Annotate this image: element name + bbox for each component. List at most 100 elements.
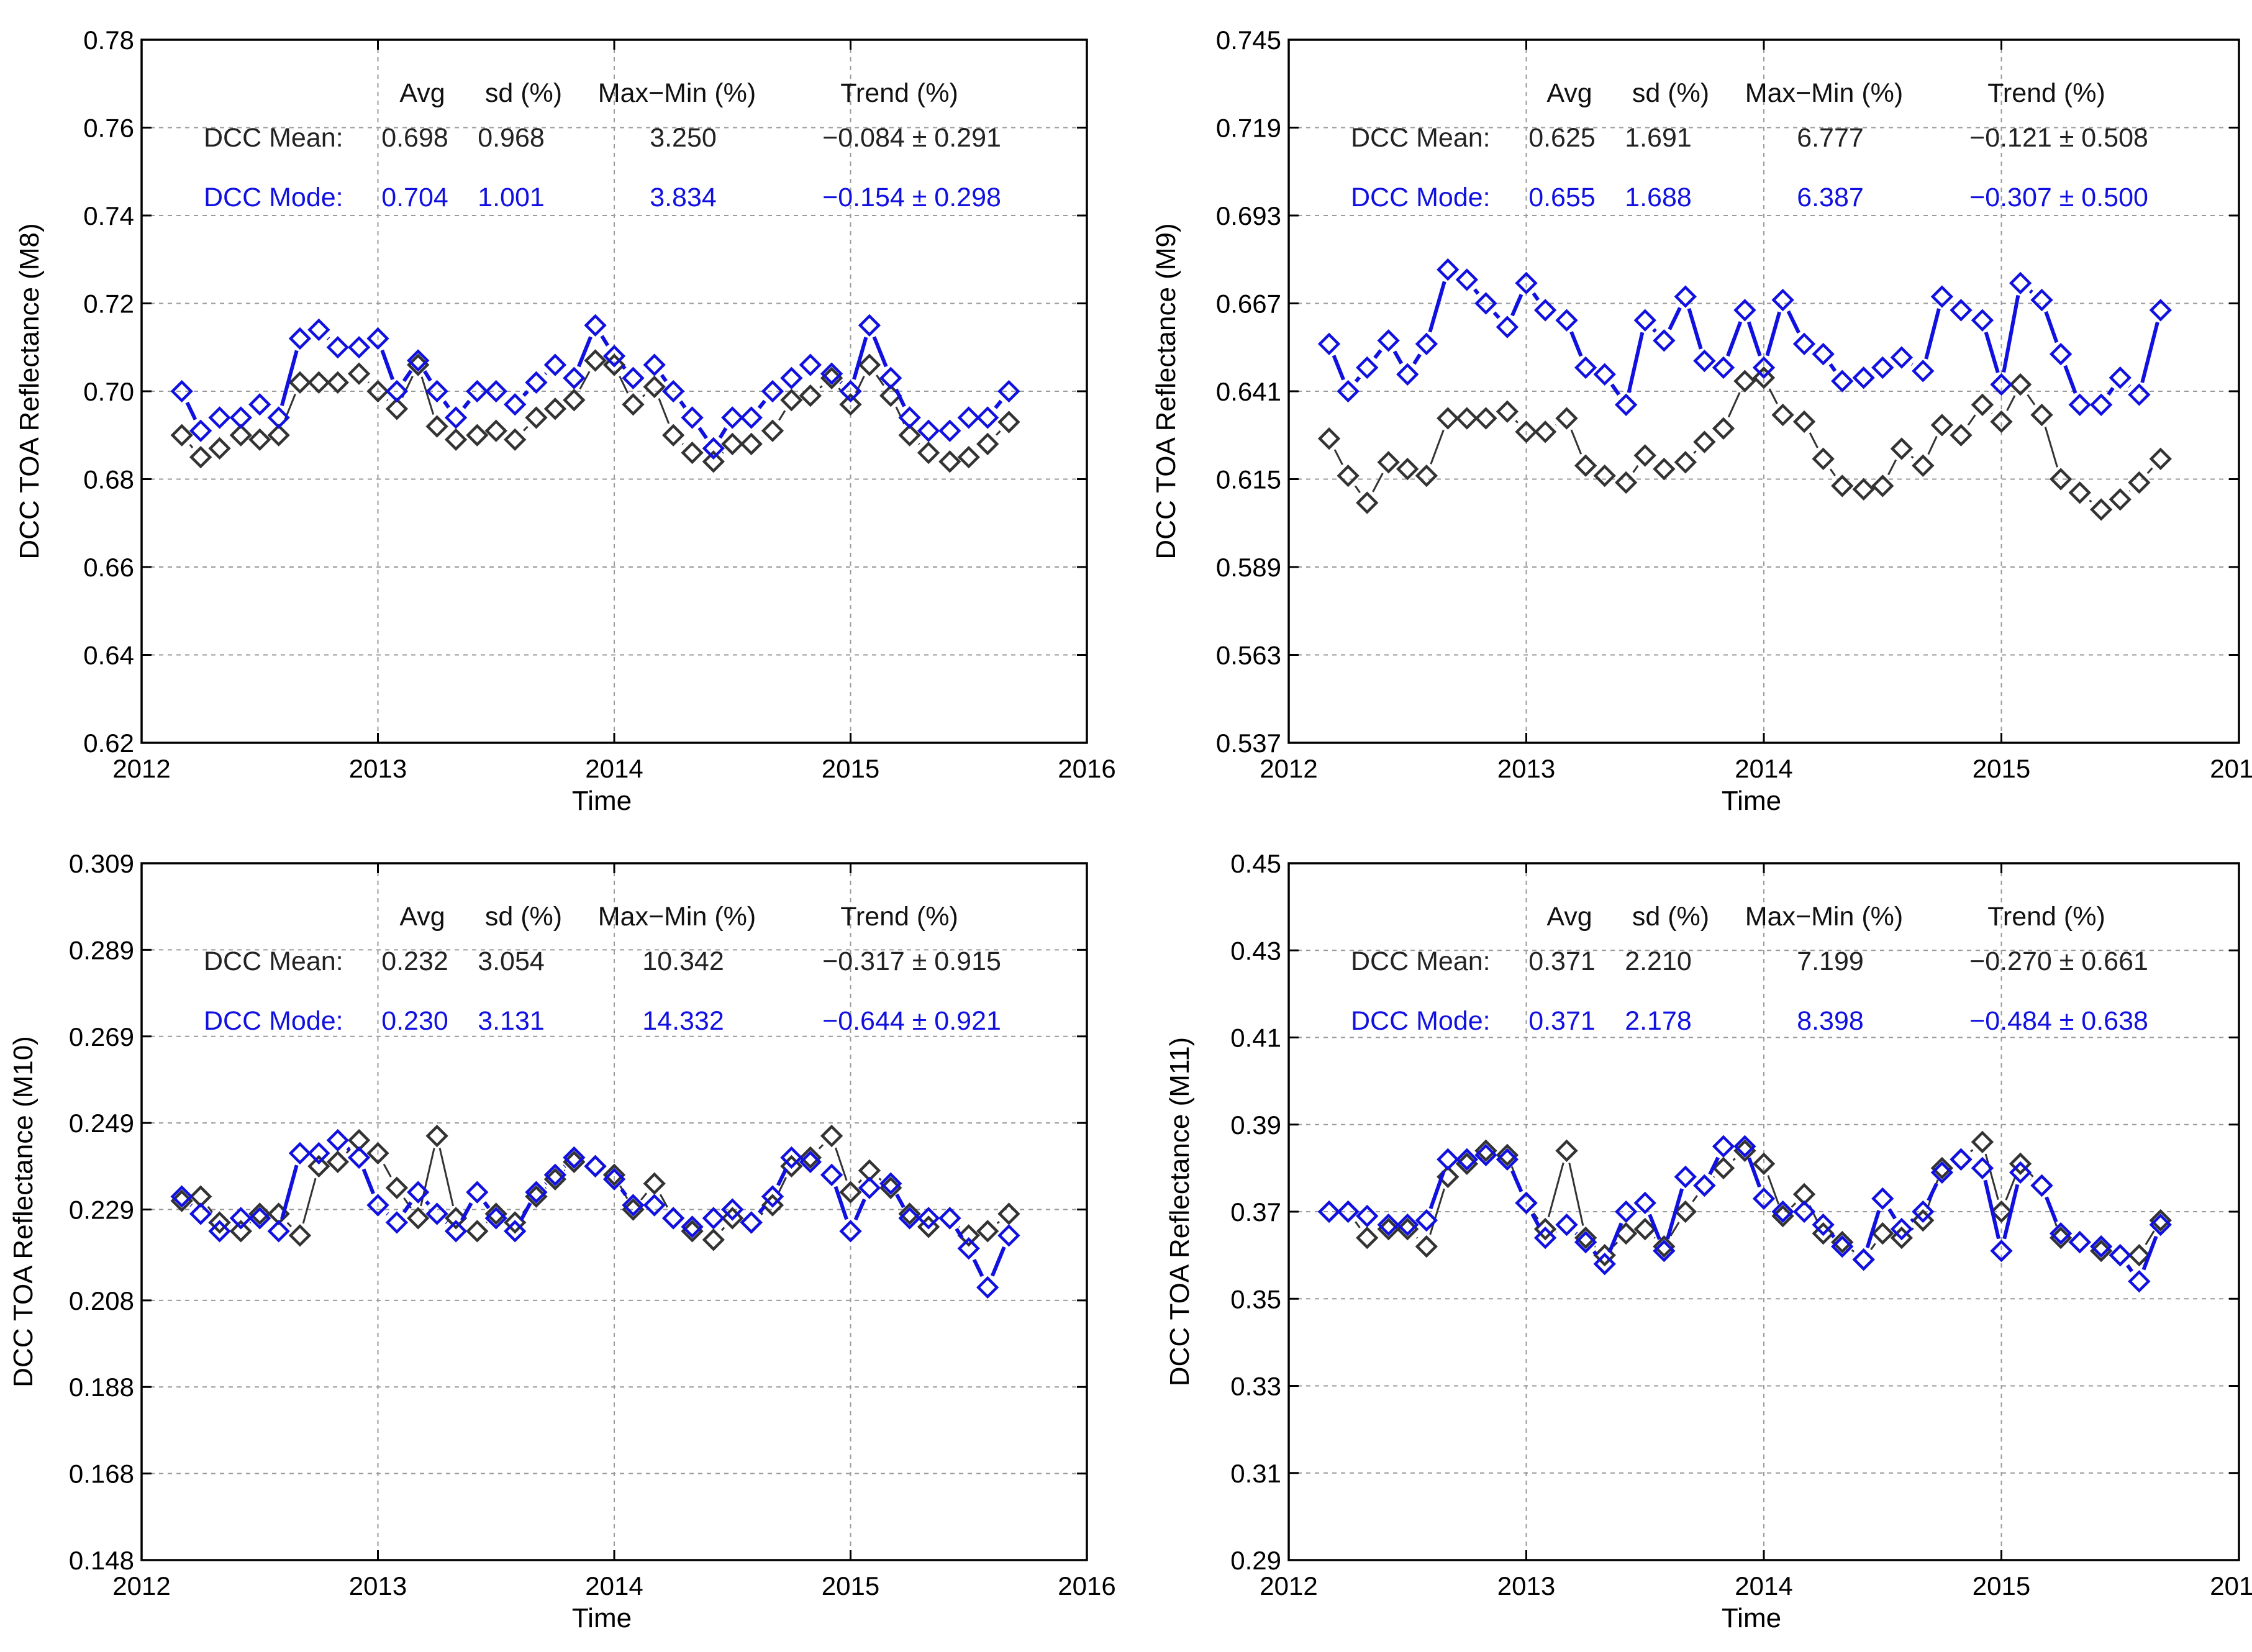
series-line-segment: [895, 1193, 906, 1209]
data-point: [170, 424, 193, 447]
y-tick-label: 0.229: [69, 1196, 134, 1225]
data-point: [761, 1185, 784, 1208]
data-point: [839, 393, 862, 416]
stats-table: Avg sd (%) Max−Min (%) Trend (%) DCC Mean: 0.…: [1351, 78, 2148, 212]
series-line-segment: [249, 1221, 252, 1223]
series-dcc-mean: [1317, 1130, 2172, 1271]
series-line-segment: [1333, 449, 1343, 465]
data-point: [2068, 1230, 2091, 1254]
data-point: [1712, 1135, 1735, 1158]
data-point: [307, 371, 330, 394]
x-tick-label: 2013: [1497, 1571, 1555, 1600]
data-point: [780, 366, 803, 389]
data-point: [1653, 1235, 1676, 1258]
data-point: [307, 1141, 330, 1165]
series-line-segment: [2063, 365, 2077, 394]
series-line-segment: [1652, 328, 1657, 333]
data-point: [347, 362, 371, 385]
x-axis-label: Time: [1722, 786, 1781, 816]
y-tick-label: 0.43: [1230, 936, 1281, 965]
series-line-segment: [1984, 332, 2000, 373]
data-point: [407, 1181, 430, 1204]
data-point: [189, 445, 212, 469]
stats-value: 0.371: [1528, 1006, 1596, 1036]
data-point: [208, 437, 231, 460]
data-point: [229, 424, 252, 447]
data-point: [957, 1237, 980, 1260]
y-tick-label: 0.148: [69, 1546, 134, 1575]
series-line-segment: [420, 376, 435, 415]
data-point: [1771, 403, 1794, 427]
series-line-segment: [1570, 429, 1582, 455]
y-tick-label: 0.78: [83, 25, 134, 55]
data-point: [248, 1207, 271, 1230]
series-line-segment: [833, 1186, 848, 1220]
data-point: [267, 406, 290, 429]
stats-header: Max−Min (%): [598, 902, 756, 932]
series-line-segment: [1809, 432, 1818, 448]
series-line-segment: [2145, 1230, 2155, 1245]
data-point: [2089, 393, 2113, 416]
data-point: [681, 441, 704, 465]
stats-value: 14.332: [642, 1006, 724, 1036]
y-tick-label: 0.188: [69, 1373, 134, 1402]
data-point: [229, 1207, 252, 1230]
series-line-segment: [1910, 1218, 1915, 1223]
y-tick-label: 0.76: [83, 114, 134, 143]
series-line-segment: [757, 399, 766, 409]
data-point: [1674, 1165, 1697, 1189]
series-line-segment: [1428, 281, 1446, 333]
data-point: [938, 1207, 961, 1230]
plot-frame: [140, 39, 1088, 744]
data-point: [1733, 299, 1756, 322]
series-line-segment: [718, 427, 728, 439]
data-point: [1693, 430, 1716, 453]
data-point: [288, 327, 312, 350]
data-point: [1971, 1156, 1994, 1180]
data-point: [820, 1163, 843, 1186]
data-point: [1890, 346, 1914, 369]
data-point: [1912, 454, 1935, 477]
data-point: [1515, 420, 1538, 443]
stats-header: Max−Min (%): [598, 78, 756, 108]
series-line-segment: [1627, 332, 1645, 393]
data-point: [584, 349, 607, 372]
data-point: [1693, 1174, 1716, 1197]
data-point: [543, 397, 567, 420]
stats-value: 2.210: [1625, 946, 1692, 976]
series-line-segment: [577, 336, 593, 368]
data-point: [938, 450, 961, 473]
series-line-segment: [544, 371, 548, 376]
data-point: [407, 1207, 430, 1230]
series-line-segment: [189, 443, 194, 448]
data-point: [976, 1276, 999, 1299]
plot-frame: [140, 862, 1088, 1561]
y-tick-label: 0.37: [1230, 1197, 1281, 1227]
data-point: [702, 437, 725, 460]
data-point: [1533, 1226, 1557, 1250]
data-point: [1831, 1230, 1854, 1254]
series-line-segment: [659, 1194, 668, 1208]
stats-value: 6.387: [1797, 183, 1864, 212]
data-point: [1812, 1222, 1835, 1245]
y-tick-label: 0.693: [1216, 201, 1281, 230]
y-axis-label: DCC TOA Reflectance (M10): [8, 1036, 39, 1387]
data-point: [1871, 1222, 1894, 1245]
y-tick-label: 0.39: [1230, 1110, 1281, 1140]
stats-value: 8.398: [1797, 1006, 1864, 1036]
series-line-segment: [1430, 429, 1445, 465]
data-point: [484, 419, 507, 442]
data-point: [326, 1128, 349, 1152]
data-point: [466, 1220, 489, 1243]
series-line-segment: [1354, 485, 1361, 494]
series-line-segment: [1355, 1221, 1361, 1228]
series-line-segment: [286, 1222, 292, 1228]
x-tick-label: 2016: [2210, 754, 2252, 783]
data-point: [1337, 464, 1360, 488]
data-point: [563, 388, 586, 412]
stats-value: 0.371: [1528, 946, 1596, 976]
series-line-segment: [402, 370, 413, 383]
data-point: [997, 379, 1020, 403]
y-tick-label: 0.74: [83, 201, 134, 230]
y-tick-label: 0.249: [69, 1109, 134, 1138]
